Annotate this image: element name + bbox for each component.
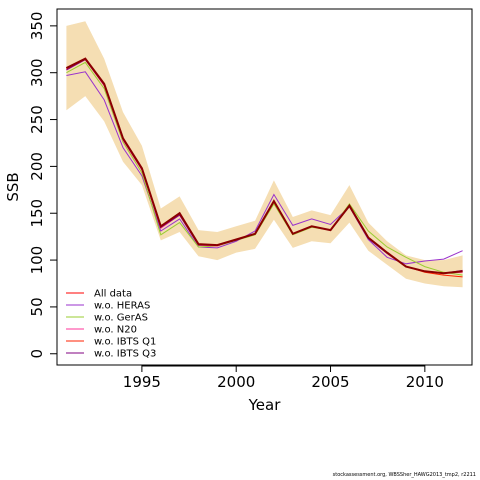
x-tick-label: 2010 [406,373,444,391]
legend-label-0: All data [94,289,132,300]
series-line-2 [66,61,463,276]
series-line-1 [66,71,463,265]
y-tick-label: 200 [28,152,46,181]
series-lines [66,58,463,278]
series-line-4 [66,58,463,278]
x-axis: 1995 2000 2005 2010 [123,365,444,391]
y-tick-label: 300 [28,58,46,87]
y-tick-label: 350 [28,12,46,41]
y-tick-label: 0 [28,349,46,359]
y-tick-label: 250 [28,105,46,134]
main-estimate-line [65,57,463,275]
y-tick-label: 150 [28,199,46,228]
x-tick-label: 2000 [217,373,255,391]
series-line-5 [66,58,463,274]
x-axis-title: Year [248,396,282,414]
y-tick-label: 50 [28,297,46,316]
y-axis-title: SSB [4,172,22,201]
series-line-0 [66,58,463,274]
band-area [66,21,463,288]
legend-label-5: w.o. IBTS Q3 [94,349,156,360]
y-axis: 0 50 100 150 200 250 300 350 [28,12,58,359]
legend-label-4: w.o. IBTS Q1 [94,337,156,348]
x-tick-label: 1995 [123,373,161,391]
legend-label-1: w.o. HERAS [94,301,150,312]
legend-label-2: w.o. GerAS [94,313,148,324]
y-tick-label: 100 [28,246,46,275]
series-line-3 [66,58,463,274]
x-tick-label: 2005 [311,373,349,391]
footer-credit: stockassessment.org, WBSSher_HAWG2013_tm… [332,472,476,478]
main-estimate [65,57,463,275]
confidence-band [66,21,463,288]
legend-label-3: w.o. N20 [94,325,137,336]
